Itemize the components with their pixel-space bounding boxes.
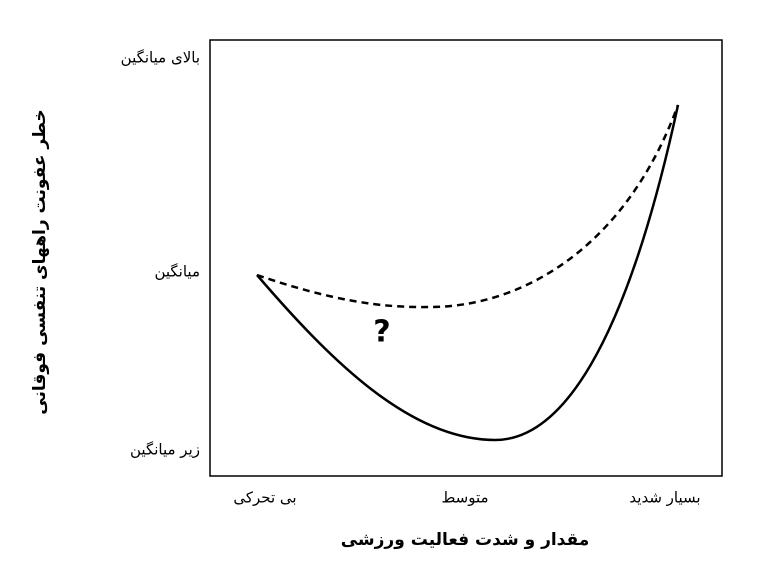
x-label: بی تحرکی [233,489,296,507]
x-title: مقدار و شدت فعالیت ورزشی [341,530,590,550]
solid-curve [256,104,680,442]
y-title: خطر عفونت راههای تنفسی فوقانی [30,109,50,414]
y-label: زیر میانگین [130,441,200,459]
plot-frame [209,39,723,477]
x-label: بسیار شدید [629,489,700,507]
y-label: میانگین [154,263,200,281]
annotation: ? [373,315,390,350]
y-label: بالای میانگین [121,49,200,67]
dashed-curve [256,104,680,309]
x-label: متوسط [441,489,488,507]
